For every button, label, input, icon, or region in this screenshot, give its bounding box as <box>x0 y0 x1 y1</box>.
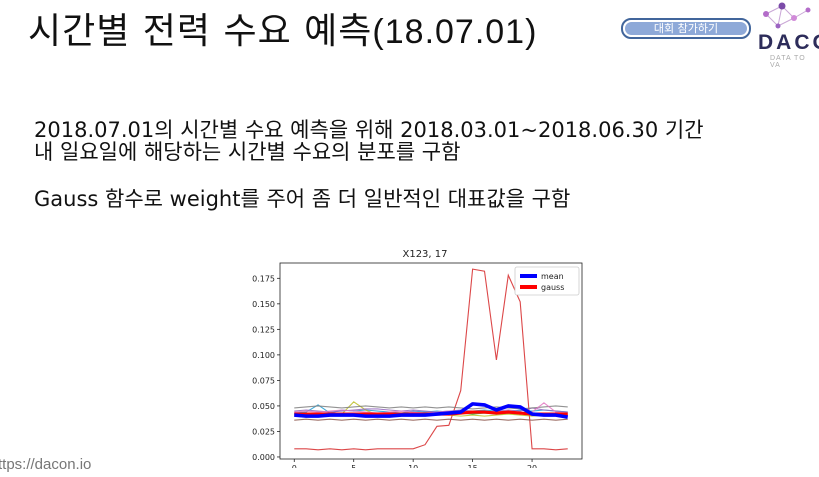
y-tick-label: 0.025 <box>252 427 275 436</box>
x-tick-label: 0 <box>292 464 297 468</box>
description-line-3: Gauss 함수로 weight를 주어 좀 더 일반적인 대표값을 구함 <box>34 187 571 211</box>
sample-day-series-line <box>294 407 568 413</box>
join-competition-button[interactable]: 대회 참가하기 <box>621 18 751 39</box>
dacon-logo-icon <box>763 2 811 29</box>
demand-chart: X123, 17 0.000 0.025 0.050 0.075 0.100 0.125 0… <box>220 243 590 473</box>
x-tick-label: 10 <box>408 464 418 468</box>
sample-day-series-line <box>294 268 568 451</box>
dacon-logo-tagline: DATA TO VA <box>770 55 806 69</box>
y-tick-label: 0.175 <box>252 274 275 283</box>
demand-line-chart: X123, 17 0.000 0.025 0.050 0.075 0.100 0.125 0… <box>252 249 583 473</box>
y-tick-label: 0.050 <box>252 402 275 411</box>
chart-title: X123, 17 <box>402 249 447 260</box>
y-tick-label: 0.075 <box>252 376 275 385</box>
footer-url: ttps://dacon.io <box>0 456 92 473</box>
title-main: 시간별 전력 수요 예측 <box>28 11 373 52</box>
y-tick-label: 0.100 <box>252 351 275 360</box>
y-tick-label: 0.000 <box>252 453 275 462</box>
legend-label-mean: mean <box>541 272 564 281</box>
sample-day-series-line <box>294 418 568 421</box>
description-line-2: 내 일요일에 해당하는 시간별 수요의 분포를 구함 <box>34 140 461 164</box>
title-date: (18.07.01) <box>372 13 538 51</box>
y-tick-label: 0.125 <box>252 325 275 334</box>
x-tick-label: 15 <box>468 464 478 468</box>
page-title: 시간별 전력 수요 예측(18.07.01) <box>28 2 537 54</box>
dacon-logo-text: DACO <box>758 31 819 54</box>
sample-day-series-line <box>294 405 568 410</box>
description-block: 2018.07.01의 시간별 수요 예측을 위해 2018.03.01~201… <box>34 119 704 163</box>
plot-frame <box>279 262 583 460</box>
mean-series-line <box>294 402 569 419</box>
legend-label-gauss: gauss <box>541 283 564 292</box>
y-tick-label: 0.150 <box>252 300 275 309</box>
join-competition-label: 대회 참가하기 <box>625 22 747 35</box>
description-line-1: 2018.07.01의 시간별 수요 예측을 위해 2018.03.01~201… <box>34 118 704 142</box>
x-tick-label: 5 <box>351 464 356 468</box>
x-tick-label: 20 <box>527 464 537 468</box>
